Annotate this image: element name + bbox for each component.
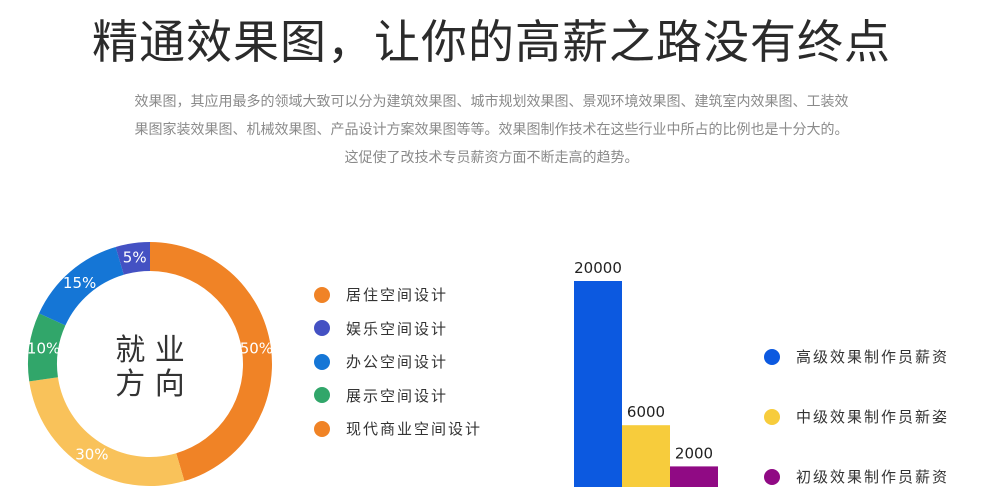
- pie-slice: [29, 377, 185, 486]
- slice-label: 30%: [75, 445, 108, 463]
- legend-marker: [314, 420, 330, 437]
- legend-item: 娱乐空间设计: [314, 318, 448, 339]
- legend-label: 居住空间设计: [346, 286, 449, 304]
- legend-label: 现代商业空间设计: [346, 420, 483, 438]
- pie-slice: [27, 313, 66, 382]
- description-line: 这促使了改技术专员薪资方面不断走高的趋势。: [344, 150, 639, 166]
- pie-slice: [150, 242, 272, 482]
- legend-item: 高级效果制作员薪资: [764, 346, 949, 367]
- pie-slice: [39, 246, 124, 326]
- slice-label: 50%: [240, 340, 273, 358]
- pie-slice: [115, 242, 150, 275]
- bar: [622, 425, 670, 487]
- legend-marker: [314, 320, 330, 336]
- legend-item: 现代商业空间设计: [314, 418, 482, 439]
- description: 效果图，其应用最多的领域大致可以分为建筑效果图、城市规划效果图、景观环境效果图、…: [80, 88, 903, 172]
- bar: [670, 466, 718, 487]
- legend-item: 居住空间设计: [314, 284, 448, 305]
- legend-item: 初级效果制作员薪资: [764, 466, 949, 487]
- bar-value-label: 6000: [627, 403, 665, 421]
- legend-marker: [314, 286, 330, 303]
- legend-item: 办公空间设计: [314, 351, 448, 372]
- bar-value-label: 20000: [574, 259, 622, 277]
- donut-center-label: 就 业: [115, 333, 185, 368]
- legend-label: 展示空间设计: [346, 386, 449, 405]
- slice-label: 5%: [123, 249, 147, 267]
- legend-marker: [314, 387, 330, 403]
- legend-marker: [764, 408, 780, 425]
- legend-marker: [764, 348, 780, 365]
- description-line: 效果图，其应用最多的领域大致可以分为建筑效果图、城市规划效果图、景观环境效果图、…: [134, 94, 849, 110]
- description-line: 果图家装效果图、机械效果图、产品设计方案效果图等等。效果图制作技术在这些行业中所…: [134, 122, 849, 138]
- page-title: 精通效果图，让你的高薪之路没有终点: [92, 15, 891, 69]
- slice-label: 10%: [27, 340, 60, 358]
- legend-item: 展示空间设计: [314, 385, 448, 406]
- legend-label: 中级效果制作员新姿: [796, 408, 950, 426]
- legend-marker: [764, 468, 780, 485]
- legend-label: 娱乐空间设计: [346, 319, 449, 338]
- donut-center-label: 方 向: [115, 367, 185, 402]
- legend-label: 初级效果制作员薪资: [796, 468, 950, 486]
- legend-label: 办公空间设计: [346, 353, 449, 371]
- legend-label: 高级效果制作员薪资: [796, 348, 950, 366]
- bar-value-label: 2000: [675, 444, 713, 462]
- slice-label: 15%: [63, 274, 96, 292]
- bar: [574, 281, 622, 487]
- legend-marker: [314, 353, 330, 370]
- legend-item: 中级效果制作员新姿: [764, 406, 949, 427]
